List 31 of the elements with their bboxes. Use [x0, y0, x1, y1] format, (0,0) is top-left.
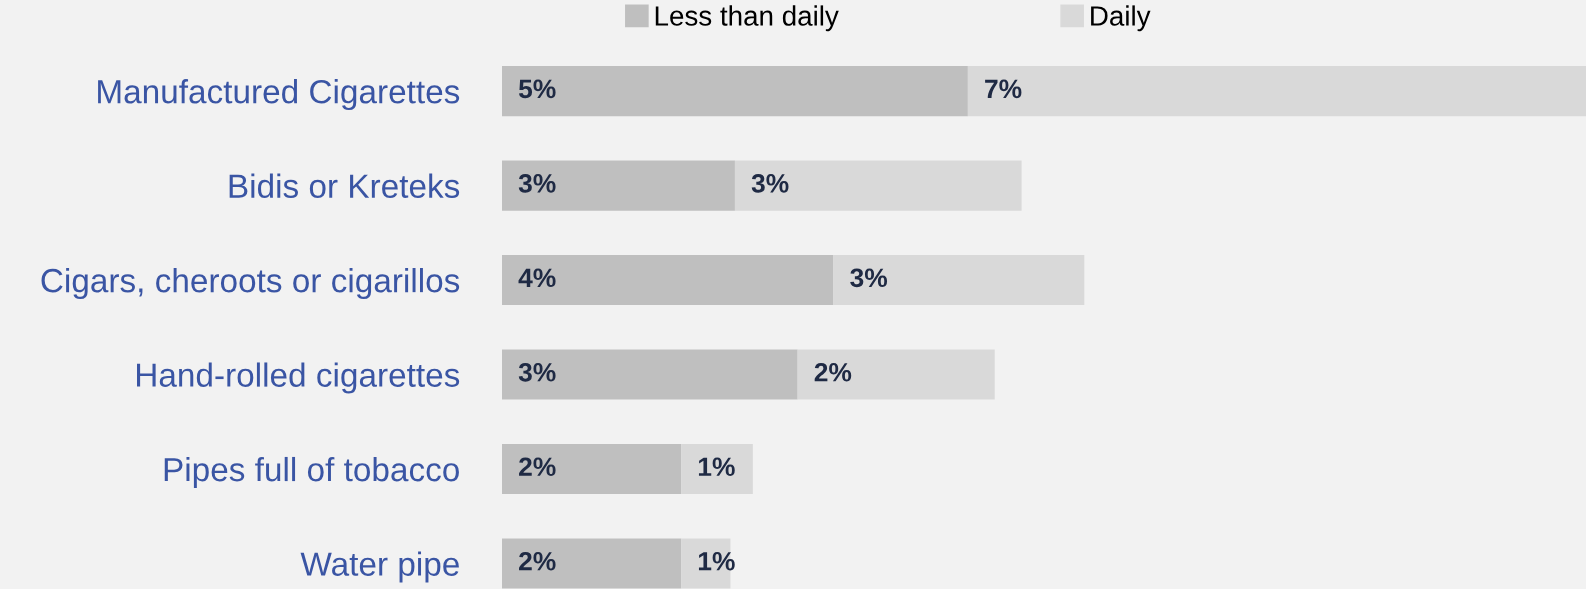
data-label: 1% — [698, 457, 735, 477]
bar — [967, 66, 1586, 117]
legend-label: Less than daily — [655, 5, 839, 32]
bar — [502, 66, 968, 117]
data-label: 4% — [518, 268, 556, 288]
bar — [502, 255, 834, 306]
bar — [734, 160, 1022, 211]
data-label: 3% — [518, 174, 556, 193]
bar — [502, 443, 682, 495]
y-tick-label: Pipes full of tobacco — [164, 456, 459, 489]
data-label: 3% — [850, 268, 888, 288]
y-tick-label: Bidis or Kreteks — [229, 173, 460, 199]
data-label: 2% — [519, 551, 556, 571]
y-tick-label: Hand-rolled cigarettes — [137, 362, 460, 394]
data-label: 3% — [751, 174, 789, 193]
y-tick-label: Manufactured Cigarettes — [98, 79, 460, 111]
bar — [502, 160, 735, 211]
bar — [797, 349, 995, 400]
bar — [502, 349, 798, 400]
data-label: 1% — [698, 551, 735, 571]
data-label: 7% — [985, 79, 1022, 99]
bar — [681, 443, 753, 495]
data-label: 2% — [519, 457, 556, 477]
legend-label: Daily — [1091, 5, 1151, 32]
data-label: 5% — [518, 79, 556, 99]
bar — [502, 538, 682, 589]
y-tick-label: Water pipe — [300, 551, 459, 583]
y-tick-label: Cigars, cheroots or cigarillos — [41, 267, 460, 300]
data-label: 2% — [814, 362, 852, 382]
data-label: 3% — [518, 362, 556, 382]
bar — [833, 255, 1085, 306]
